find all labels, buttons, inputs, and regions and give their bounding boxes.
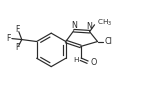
Text: Cl: Cl bbox=[104, 37, 112, 46]
Text: CH$_3$: CH$_3$ bbox=[97, 18, 112, 28]
Text: F: F bbox=[7, 34, 11, 43]
Text: N: N bbox=[87, 22, 93, 31]
Text: H: H bbox=[73, 57, 78, 63]
Text: N: N bbox=[71, 21, 77, 30]
Text: O: O bbox=[91, 58, 97, 67]
Text: F: F bbox=[16, 43, 20, 52]
Text: F: F bbox=[16, 25, 20, 34]
